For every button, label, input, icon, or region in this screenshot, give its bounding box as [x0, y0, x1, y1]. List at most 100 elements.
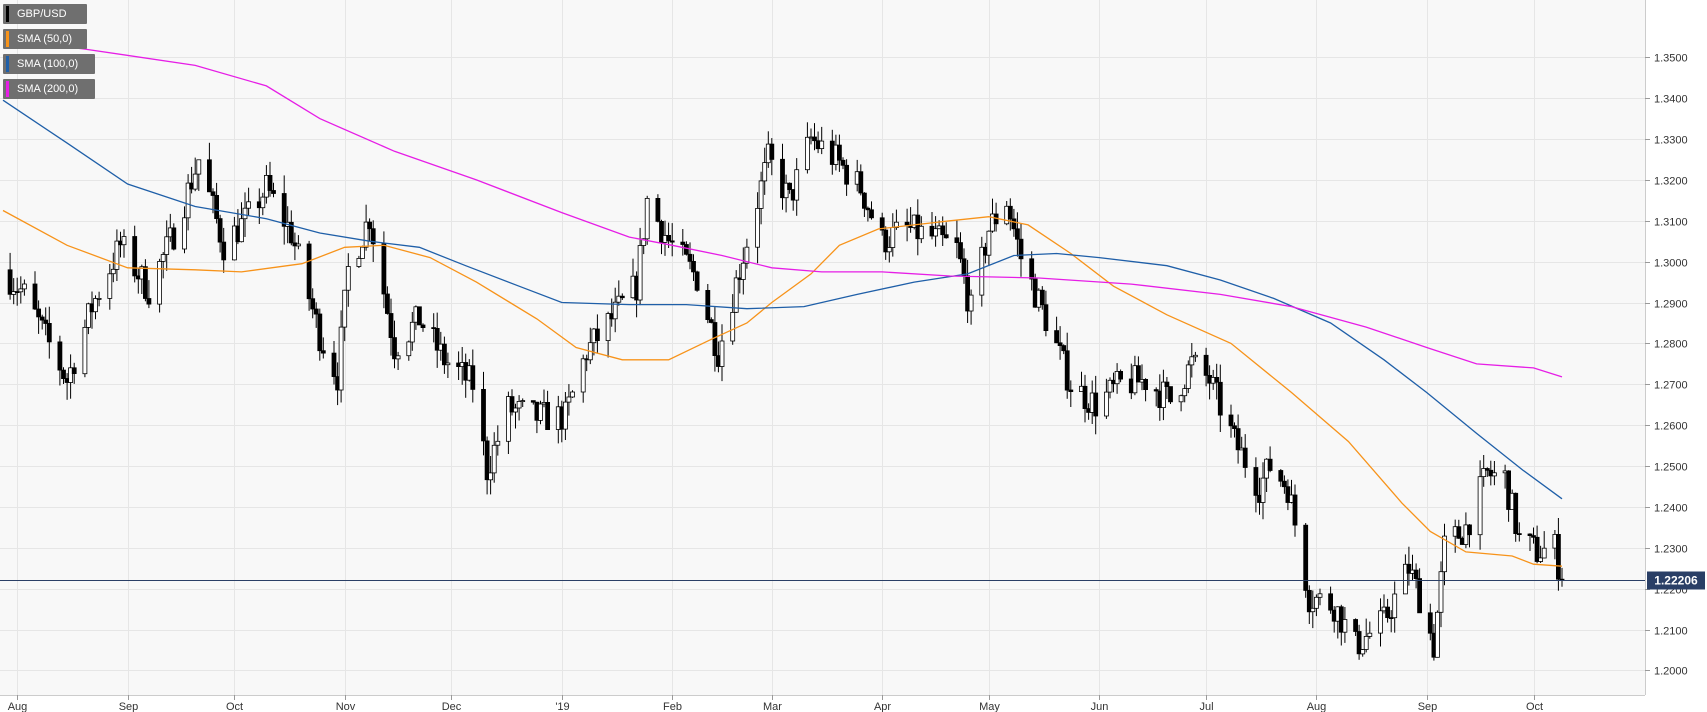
candle-body	[879, 217, 885, 231]
candle-body	[954, 237, 960, 244]
candle-body	[762, 162, 768, 182]
y-tick-label: 1.2700	[1654, 380, 1688, 392]
candle-body	[719, 340, 725, 367]
candle-body	[516, 400, 522, 409]
candle-body	[310, 298, 316, 310]
candle-body	[242, 207, 248, 220]
candle-body	[1492, 472, 1497, 477]
candle-body	[641, 238, 647, 246]
candle-body	[1242, 447, 1248, 468]
candle-body	[1328, 593, 1333, 611]
candle-body	[39, 316, 45, 321]
y-tick-label: 1.2800	[1654, 339, 1688, 351]
candle-body	[1054, 330, 1059, 344]
candle-body	[1064, 350, 1070, 391]
candle-body	[1360, 649, 1366, 655]
candle-body	[712, 322, 718, 356]
candle-body	[1278, 470, 1284, 482]
x-tick-label: Dec	[442, 701, 462, 712]
candle-body	[164, 236, 170, 255]
candle-body	[619, 295, 625, 299]
candle-body	[794, 169, 800, 201]
candle-body	[86, 303, 91, 328]
y-tick-label: 1.2400	[1654, 503, 1688, 515]
sma-line-2	[2, 99, 1563, 500]
candle-body	[1267, 458, 1273, 471]
candle-body	[563, 401, 568, 430]
candle-body	[769, 143, 775, 160]
candle-body	[669, 240, 675, 243]
candle-body	[538, 403, 543, 421]
legend-label-sma200: SMA (200,0)	[17, 83, 79, 95]
legend-item-sma100[interactable]: SMA (100,0)	[3, 54, 95, 74]
candle-body	[1406, 563, 1412, 574]
candle-body	[1282, 480, 1287, 488]
candle-body	[1353, 619, 1358, 632]
candle-body	[114, 240, 120, 270]
candle-body	[470, 365, 476, 390]
candle-body	[1310, 607, 1316, 613]
y-tick-label: 1.3000	[1654, 258, 1688, 270]
candle-body	[420, 324, 426, 328]
sma-line-3	[2, 38, 1563, 378]
y-tick-label: 1.2000	[1654, 666, 1688, 678]
candle-body	[1182, 388, 1188, 397]
legend-item-price[interactable]: GBP/USD	[3, 4, 87, 24]
candle-body	[1007, 205, 1013, 220]
candle-body	[758, 180, 764, 209]
candle-body	[1232, 425, 1237, 429]
candle-body	[865, 207, 871, 211]
x-tick-label: Jun	[1091, 701, 1109, 712]
candle-body	[961, 258, 967, 277]
legend-label-price: GBP/USD	[17, 8, 67, 20]
candle-body	[281, 193, 287, 227]
candles	[7, 122, 1565, 661]
candle-body	[979, 246, 985, 296]
candle-body	[505, 396, 511, 442]
candle-body	[862, 192, 867, 209]
candle-body	[1513, 492, 1519, 534]
x-tick-label: Aug	[8, 701, 28, 712]
candle-body	[694, 271, 700, 291]
candle-body	[1217, 381, 1223, 416]
candle-body	[1292, 494, 1298, 526]
candle-body	[495, 440, 501, 446]
candle-body	[1538, 557, 1543, 562]
candle-body	[192, 173, 198, 190]
y-tick-label: 1.2100	[1654, 626, 1688, 638]
candle-body	[370, 228, 376, 245]
x-tick-label: Apr	[874, 701, 891, 712]
candle-body	[755, 207, 760, 248]
candle-body	[295, 243, 301, 247]
legend-item-sma50[interactable]: SMA (50,0)	[3, 29, 87, 49]
candle-body	[968, 294, 974, 312]
candle-body	[142, 266, 148, 299]
legend-swatch-sma100	[6, 56, 9, 72]
candle-body	[132, 236, 138, 277]
candle-body	[840, 159, 846, 166]
candle-body	[1356, 631, 1362, 655]
candle-body	[740, 262, 746, 280]
candle-body	[837, 144, 842, 161]
plot-background	[0, 0, 1645, 695]
candle-body	[18, 288, 24, 293]
sma-line-1	[2, 209, 1563, 567]
x-tick-label: Sep	[119, 701, 139, 712]
candle-body	[481, 388, 486, 442]
candle-body	[196, 159, 202, 175]
candle-body	[1057, 342, 1063, 346]
candle-body	[21, 283, 27, 290]
x-tick-label: May	[979, 701, 1000, 712]
candle-body	[61, 369, 66, 380]
candle-body	[43, 319, 49, 324]
candle-body	[605, 313, 611, 342]
candle-body	[57, 341, 63, 371]
candle-body	[616, 295, 622, 303]
candle-body	[206, 159, 212, 193]
candle-body	[883, 229, 889, 253]
candle-body	[1484, 468, 1490, 471]
legend-item-sma200[interactable]: SMA (200,0)	[3, 79, 95, 99]
candle-body	[1260, 477, 1266, 503]
candle-body	[246, 201, 252, 209]
